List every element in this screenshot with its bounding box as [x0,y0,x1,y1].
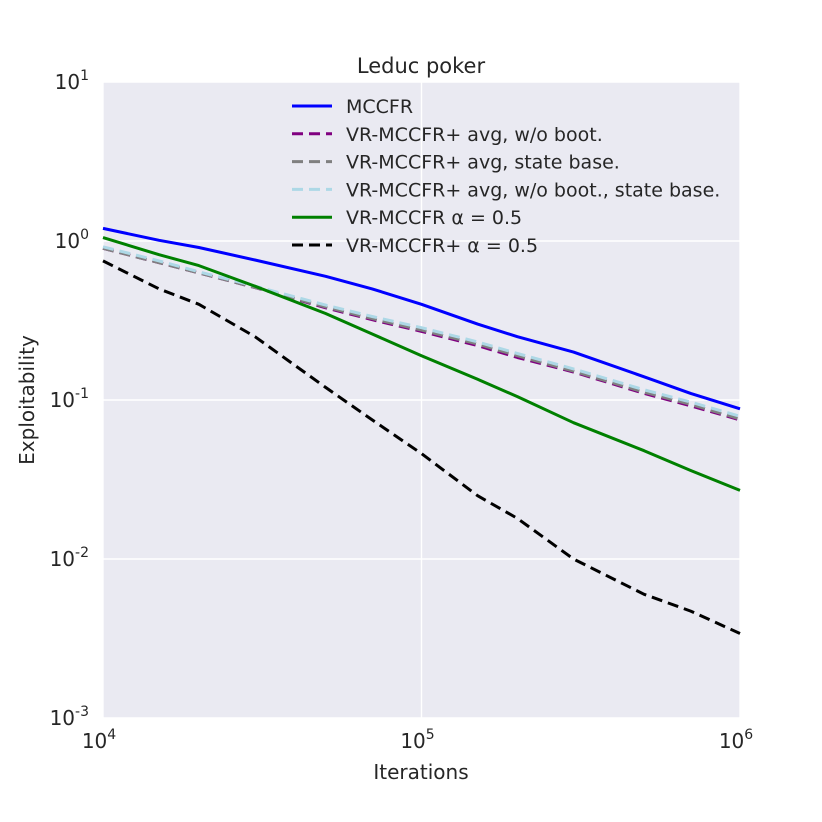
x-axis-label: Iterations [373,760,468,784]
legend-label: VR-MCCFR+ avg, w/o boot. [346,124,603,146]
y-tick-label: 10-2 [50,545,89,571]
y-tick-exponent: 0 [80,227,89,243]
y-tick-base: 10 [55,70,80,94]
grid [102,81,741,719]
y-axis-label: Exploitability [15,335,39,465]
y-tick-exponent: -2 [75,545,89,561]
y-tick-base: 10 [50,547,75,571]
y-tick-exponent: -3 [75,704,89,720]
y-tick-exponent: 1 [80,68,89,84]
y-tick-label: 101 [55,68,89,94]
series-line-5 [102,236,741,492]
y-tick-base: 10 [55,229,80,253]
series-line-1 [102,226,741,411]
series-line-4 [102,245,741,418]
legend-label: VR-MCCFR+ avg, w/o boot., state base. [346,179,720,201]
y-tick-label: 10-3 [50,704,89,730]
series-line-3 [102,246,741,421]
y-tick-label: 100 [55,227,89,253]
x-tick-label: 106 [719,727,753,753]
y-tick-base: 10 [50,388,75,412]
series-lines [102,226,741,635]
legend-label: VR-MCCFR+ α = 0.5 [346,235,538,257]
legend-label: MCCFR [346,96,413,118]
x-tick-base: 10 [82,729,107,753]
series-line-6 [102,259,741,635]
y-tick-label: 10-1 [50,386,89,412]
x-tick-exponent: 4 [107,727,116,743]
x-tick-base: 10 [400,729,425,753]
y-tick-exponent: -1 [75,386,89,402]
x-tick-label: 104 [82,727,116,753]
legend: MCCFR VR-MCCFR+ avg, w/o boot. VR-MCCFR+ a… [292,96,720,257]
x-tick-base: 10 [719,729,744,753]
x-tick-exponent: 6 [744,727,753,743]
legend-label: VR-MCCFR+ avg, state base. [346,152,620,174]
y-tick-base: 10 [50,706,75,730]
chart-title: Leduc poker [357,54,486,78]
x-tick-label: 105 [400,727,434,753]
legend-label: VR-MCCFR α = 0.5 [346,207,522,229]
x-tick-exponent: 5 [426,727,435,743]
